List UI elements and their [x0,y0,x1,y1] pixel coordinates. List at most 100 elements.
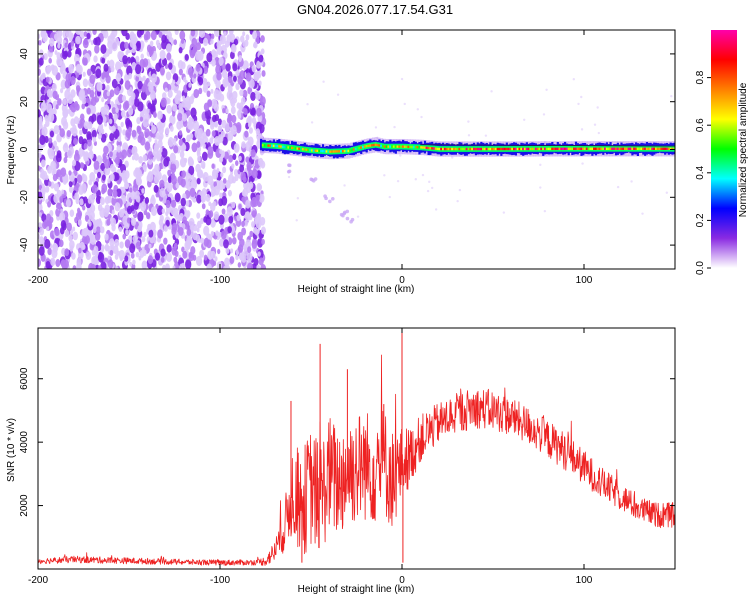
heatmap-noise-cell [208,210,214,218]
heatmap-noise-cell [164,87,168,93]
heatmap-noise-cell [203,254,208,261]
heatmap-band-core [523,147,527,151]
heatmap-noise-cell [199,249,205,258]
heatmap-noise-cell [191,142,198,153]
heatmap-band-core [403,145,407,148]
heatmap-noise-cell [82,227,89,237]
heatmap-band-core [300,147,303,151]
heatmap-noise-cell [53,140,57,147]
heatmap-band-core [460,147,463,151]
heatmap-band-core [376,143,379,147]
heatmap-noise-cell [104,159,111,169]
heatmap-noise-cell [89,232,94,240]
heatmap-noise-cell [167,89,173,98]
heatmap-noise-cell [167,176,172,184]
heatmap-noise-cell [221,69,228,79]
heatmap-noise-cell [202,65,209,75]
heatmap-noise-cell [180,38,185,44]
snr-x-tick-label: 0 [399,575,405,586]
heatmap-noise-cell [174,192,181,203]
heatmap-noise-cell [171,227,177,236]
heatmap-noise-cell [55,153,62,163]
heatmap-noise-cell [109,133,115,142]
heatmap-noise-cell [205,209,210,215]
heatmap-noise-cell [53,193,60,204]
heatmap-noise-cell [216,261,223,269]
heatmap-band-core [285,146,288,149]
heatmap-band-core [467,147,470,151]
heatmap-noise-cell [60,219,67,229]
heatmap-noise-cell [219,192,223,199]
heatmap-noise-cell [203,237,210,247]
heatmap-noise-cell [44,114,49,122]
colorbar-tick-label: 0.8 [695,70,706,84]
heatmap-noise-cell [165,43,172,53]
heatmap-noise-cell [68,180,73,188]
heatmap-noise-cell [130,217,137,227]
heatmap-band-core [633,147,636,150]
heatmap-noise-cell [258,54,264,63]
heatmap-noise-cell [237,262,242,268]
heatmap-trail-cell [323,194,327,198]
heatmap-noise-cell [172,79,176,85]
heatmap-noise-cell [197,155,201,162]
heatmap-noise-cell [211,49,217,58]
heatmap-noise-cell [43,53,48,61]
heatmap-noise-cell [140,53,144,60]
heatmap-noise-cell [170,163,177,174]
heatmap-noise-cell [175,182,180,189]
heatmap-noise-cell [196,150,201,158]
heatmap-noise-cell [90,96,97,107]
heatmap-noise-cell [47,201,52,208]
heatmap-noise-cell [160,97,167,108]
heatmap-noise-cell [167,169,172,177]
heatmap-noise-cell [139,249,145,258]
heatmap-noise-cell [203,225,210,236]
heatmap-band-core [567,147,570,151]
heatmap-band-core [654,147,658,150]
heatmap-noise-cell [255,128,261,136]
heatmap-noise-cell [56,169,62,178]
heatmap-noise-cell [96,81,103,92]
heatmap-noise-cell [222,178,227,184]
heatmap-noise-cell [43,219,49,228]
heatmap-noise-cell [118,249,126,261]
heatmap-noise-cell [193,73,197,79]
heatmap-noise-cell [166,244,172,253]
heatmap-noise-cell [226,206,233,217]
heatmap-noise-cell [189,49,195,59]
heatmap-band-core [436,147,439,151]
heatmap-band-core [503,147,507,151]
heatmap-noise-cell [72,159,77,167]
heatmap-band-core [334,150,337,153]
heatmap-noise-cell [151,124,157,134]
heatmap-noise-cell [75,63,82,73]
heatmap-noise-cell [140,30,145,36]
heatmap-noise-cell [186,120,193,130]
heatmap-noise-cell [231,201,236,209]
heatmap-band-core [625,147,629,150]
heatmap-noise-cell [246,252,253,262]
heatmap-noise-cell [142,58,149,68]
heatmap-noise-cell [243,219,249,227]
snr-y-tick-label: 6000 [19,367,30,390]
heatmap-noise-cell [108,47,113,55]
heatmap-noise-cell [239,70,246,80]
heatmap-noise-cell [52,90,58,100]
heatmap-noise-cell [258,193,265,203]
heatmap-noise-cell [251,221,256,228]
heatmap-noise-cell [260,48,265,55]
heatmap-sparse-cell [420,115,423,119]
heatmap-noise-cell [232,62,238,72]
heatmap-noise-cell [82,205,86,211]
heatmap-noise-cell [70,118,76,127]
heatmap-noise-cell [214,114,220,122]
heatmap-band-core [578,147,581,150]
heatmap-noise-cell [126,65,133,76]
heatmap-noise-cell [221,208,226,215]
heatmap-band-core [472,147,476,151]
heatmap-band-core [571,147,574,151]
heatmap-noise-cell [47,180,52,187]
heatmap-noise-cell [41,72,46,80]
heatmap-noise-cell [93,160,100,171]
